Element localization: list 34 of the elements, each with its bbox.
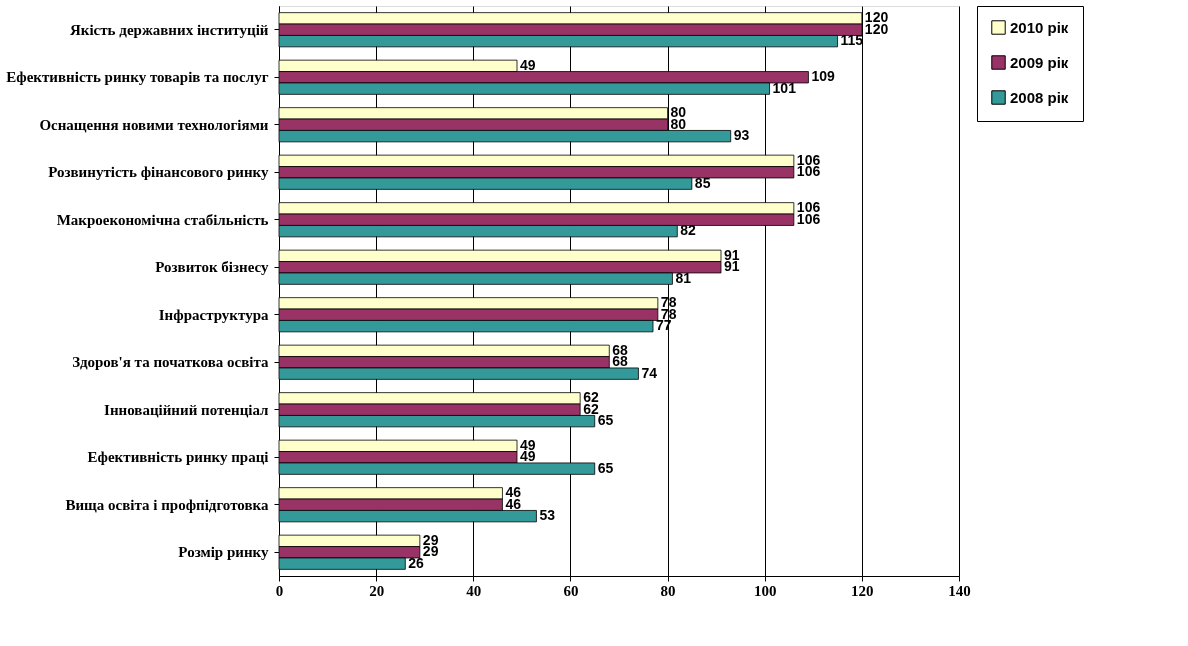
x-tick-label: 0 xyxy=(275,582,284,599)
data-label: 115 xyxy=(840,32,864,49)
x-tick-label: 20 xyxy=(369,582,385,599)
data-label: 81 xyxy=(675,269,692,286)
x-tick-label: 60 xyxy=(563,582,579,599)
y-tick-label: Макроекономічна стабільність xyxy=(56,211,269,228)
y-tick-label: Розвиток бізнесу xyxy=(155,259,269,276)
data-label: 85 xyxy=(694,174,711,191)
data-label: 74 xyxy=(641,364,658,381)
x-tick-label: 120 xyxy=(851,582,874,599)
y-tick-label: Ефективність ринку праці xyxy=(87,449,269,466)
y-tick-label: Ефективність ринку товарів та послуг xyxy=(6,69,269,86)
y-tick-label: Інфраструктура xyxy=(158,306,269,323)
data-label: 101 xyxy=(772,79,797,96)
y-tick-label: Оснащення новими технологіями xyxy=(39,116,269,133)
y-tick-label: Розмір ринку xyxy=(178,544,269,561)
data-label: 49 xyxy=(520,56,536,73)
y-tick-label: Інноваційний потенціал xyxy=(104,401,270,418)
data-label: 82 xyxy=(680,222,697,239)
x-tick-label: 40 xyxy=(466,582,482,599)
legend-label: 2009 рік xyxy=(1010,53,1069,71)
y-tick-label: Здоров'я та початкова освіта xyxy=(72,354,269,371)
data-label: 93 xyxy=(733,127,750,144)
legend-label: 2008 рік xyxy=(1010,88,1069,106)
data-label: 109 xyxy=(811,68,835,85)
data-label: 53 xyxy=(539,507,556,524)
y-tick-label: Вища освіта і профпідготовка xyxy=(65,496,269,513)
x-tick-label: 100 xyxy=(753,582,777,599)
x-tick-label: 140 xyxy=(948,582,971,599)
x-tick-label: 80 xyxy=(660,582,676,599)
y-tick-label: Розвинутість фінансового ринку xyxy=(48,164,269,181)
data-label: 65 xyxy=(597,459,614,476)
y-tick-label: Якість державних інституцій xyxy=(69,21,269,38)
legend-label: 2010 рік xyxy=(1010,18,1069,36)
